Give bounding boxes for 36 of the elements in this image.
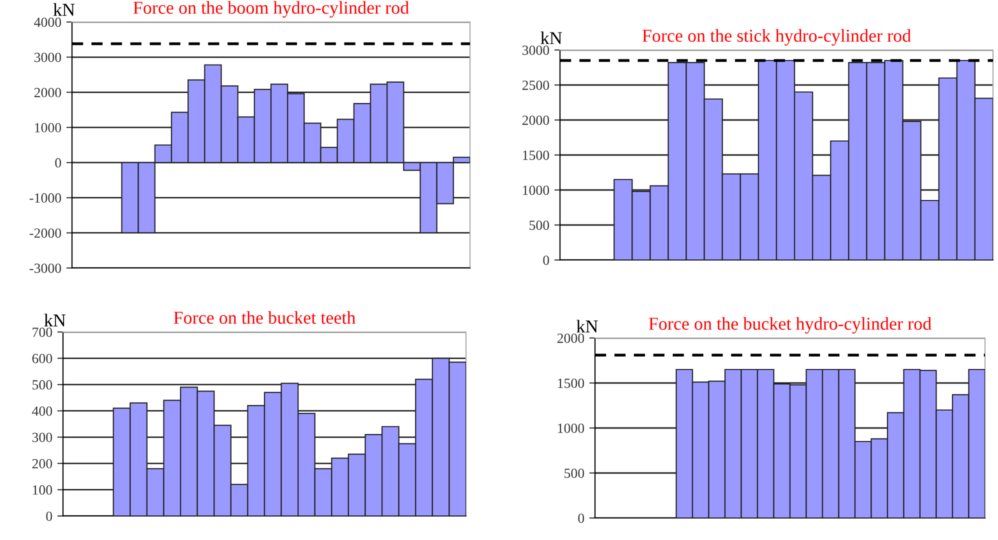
y-tick-label: 1000 <box>35 123 62 132</box>
y-tick-label: 100 <box>32 485 52 495</box>
y-tick-label: 0 <box>46 512 52 521</box>
y-tick-label: -1000 <box>30 193 62 203</box>
y-tick-label: 0 <box>55 158 62 168</box>
y-tick-label: 4000 <box>34 18 62 27</box>
y-tick-label: 2000 <box>557 334 584 343</box>
y-tick-label: 300 <box>32 432 52 442</box>
y-tick-label: 0 <box>543 256 550 265</box>
chart-title: Force on the bucket hydro-cylinder rod <box>648 317 932 334</box>
y-tick-label: 1000 <box>558 424 584 433</box>
y-tick-label: 3000 <box>522 46 550 55</box>
y-tick-label: 500 <box>564 468 584 478</box>
y-tick-label: 2500 <box>522 80 550 90</box>
chart-title: Force on the stick hydro-cylinder rod <box>642 29 911 46</box>
y-tick-label: 200 <box>32 459 52 468</box>
y-tick-label: 500 <box>530 220 550 230</box>
y-tick-label: 1500 <box>523 150 550 160</box>
y-tick-label: 600 <box>32 354 52 364</box>
y-tick-label: 1000 <box>523 186 550 195</box>
chart-title: Force on the bucket teeth <box>174 311 356 324</box>
y-tick-label: 2000 <box>34 88 62 98</box>
y-tick-label: 700 <box>32 328 52 337</box>
y-axis-title: kN <box>576 320 598 332</box>
y-tick-label: 1500 <box>558 378 584 388</box>
y-tick-label: -2000 <box>30 228 62 238</box>
y-axis-title: kN <box>44 314 66 326</box>
y-axis-title: kN <box>540 32 562 44</box>
y-tick-label: 2000 <box>522 116 550 125</box>
chart-title: Force on the boom hydro-cylinder rod <box>133 1 409 18</box>
y-tick-label: 500 <box>32 380 52 390</box>
y-axis-title: kN <box>53 3 75 16</box>
y-tick-label: 400 <box>32 406 52 416</box>
y-tick-label: 3000 <box>34 52 62 62</box>
y-tick-label: 0 <box>578 514 584 523</box>
y-tick-label: -3000 <box>30 264 62 273</box>
